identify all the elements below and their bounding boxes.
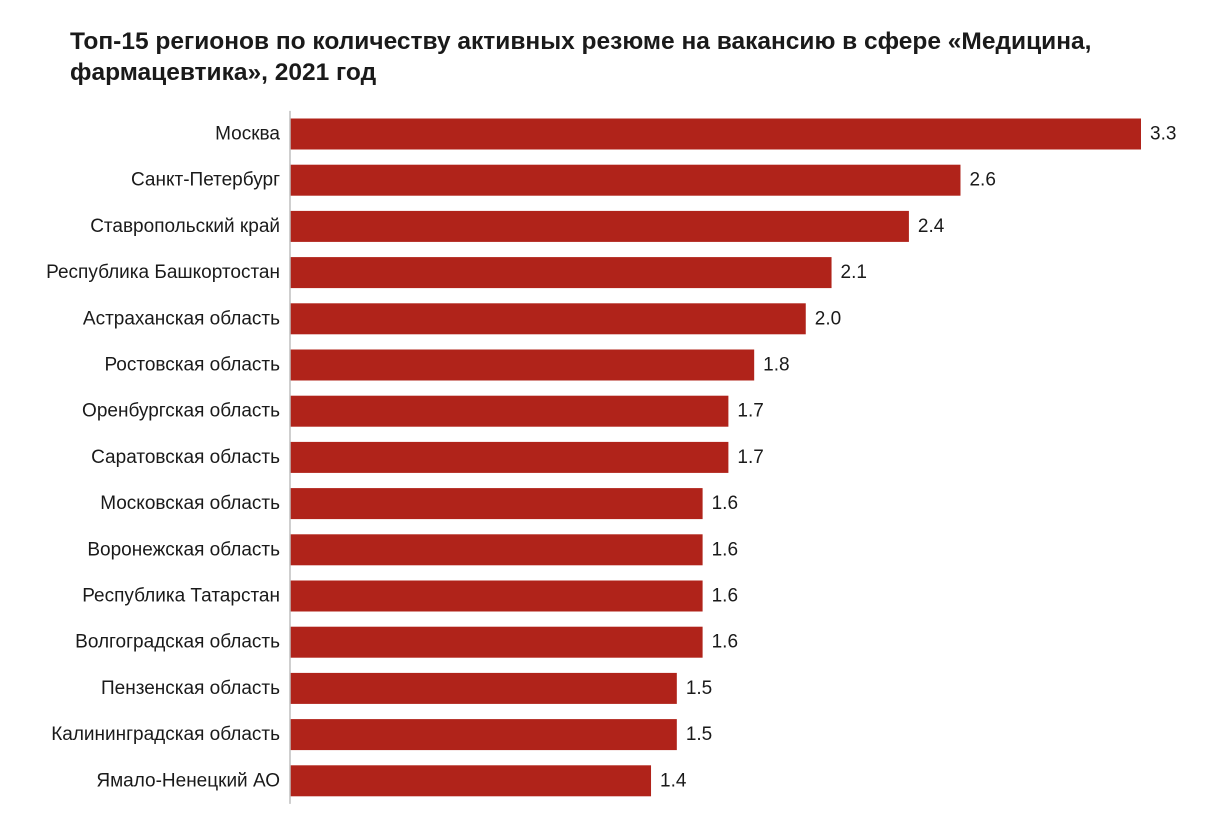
category-label: Республика Татарстан [82, 586, 280, 607]
bar [290, 672, 677, 704]
bar [290, 441, 729, 473]
bar [290, 488, 703, 520]
category-label: Санкт-Петербург [131, 170, 280, 191]
data-label: 1.6 [712, 539, 738, 560]
data-label: 1.6 [712, 632, 738, 653]
category-label: Воронежская область [87, 539, 280, 560]
bar [290, 349, 755, 381]
bar [290, 580, 703, 612]
category-label: Пензенская область [101, 678, 280, 699]
data-label: 1.6 [712, 493, 738, 514]
category-label: Ямало-Ненецкий АО [96, 770, 280, 791]
category-label: Московская область [100, 493, 280, 514]
bar [290, 118, 1141, 150]
bars-layer: Москва 3.3 Санкт-Петербург 2.6 Ставропольски… [46, 118, 1176, 797]
bar [290, 164, 961, 196]
bar [290, 765, 652, 797]
data-label: 2.1 [841, 262, 867, 283]
category-label: Москва [215, 124, 280, 145]
data-label: 1.6 [712, 586, 738, 607]
data-label: 1.4 [660, 770, 687, 791]
bar [290, 719, 677, 751]
category-label: Оренбургская область [82, 401, 280, 422]
data-label: 1.8 [763, 355, 789, 376]
data-label: 1.5 [686, 724, 712, 745]
bar [290, 210, 909, 242]
category-label: Ростовская область [104, 355, 280, 376]
bar [290, 257, 832, 289]
category-label: Астраханская область [83, 308, 280, 329]
data-label: 1.5 [686, 678, 712, 699]
category-label: Ставропольский край [90, 216, 280, 237]
data-label: 3.3 [1150, 124, 1176, 145]
data-label: 1.7 [737, 401, 763, 422]
category-label: Республика Башкортостан [46, 262, 280, 283]
data-label: 2.0 [815, 308, 841, 329]
data-label: 1.7 [737, 447, 763, 468]
bar [290, 534, 703, 566]
category-label: Калининградская область [51, 724, 280, 745]
category-label: Саратовская область [91, 447, 280, 468]
data-label: 2.4 [918, 216, 945, 237]
bar [290, 303, 806, 335]
category-label: Волгоградская область [75, 632, 280, 653]
bar [290, 395, 729, 427]
chart-title: Топ-15 регионов по количеству активных р… [70, 28, 1092, 86]
data-label: 2.6 [969, 170, 995, 191]
bar [290, 626, 703, 658]
